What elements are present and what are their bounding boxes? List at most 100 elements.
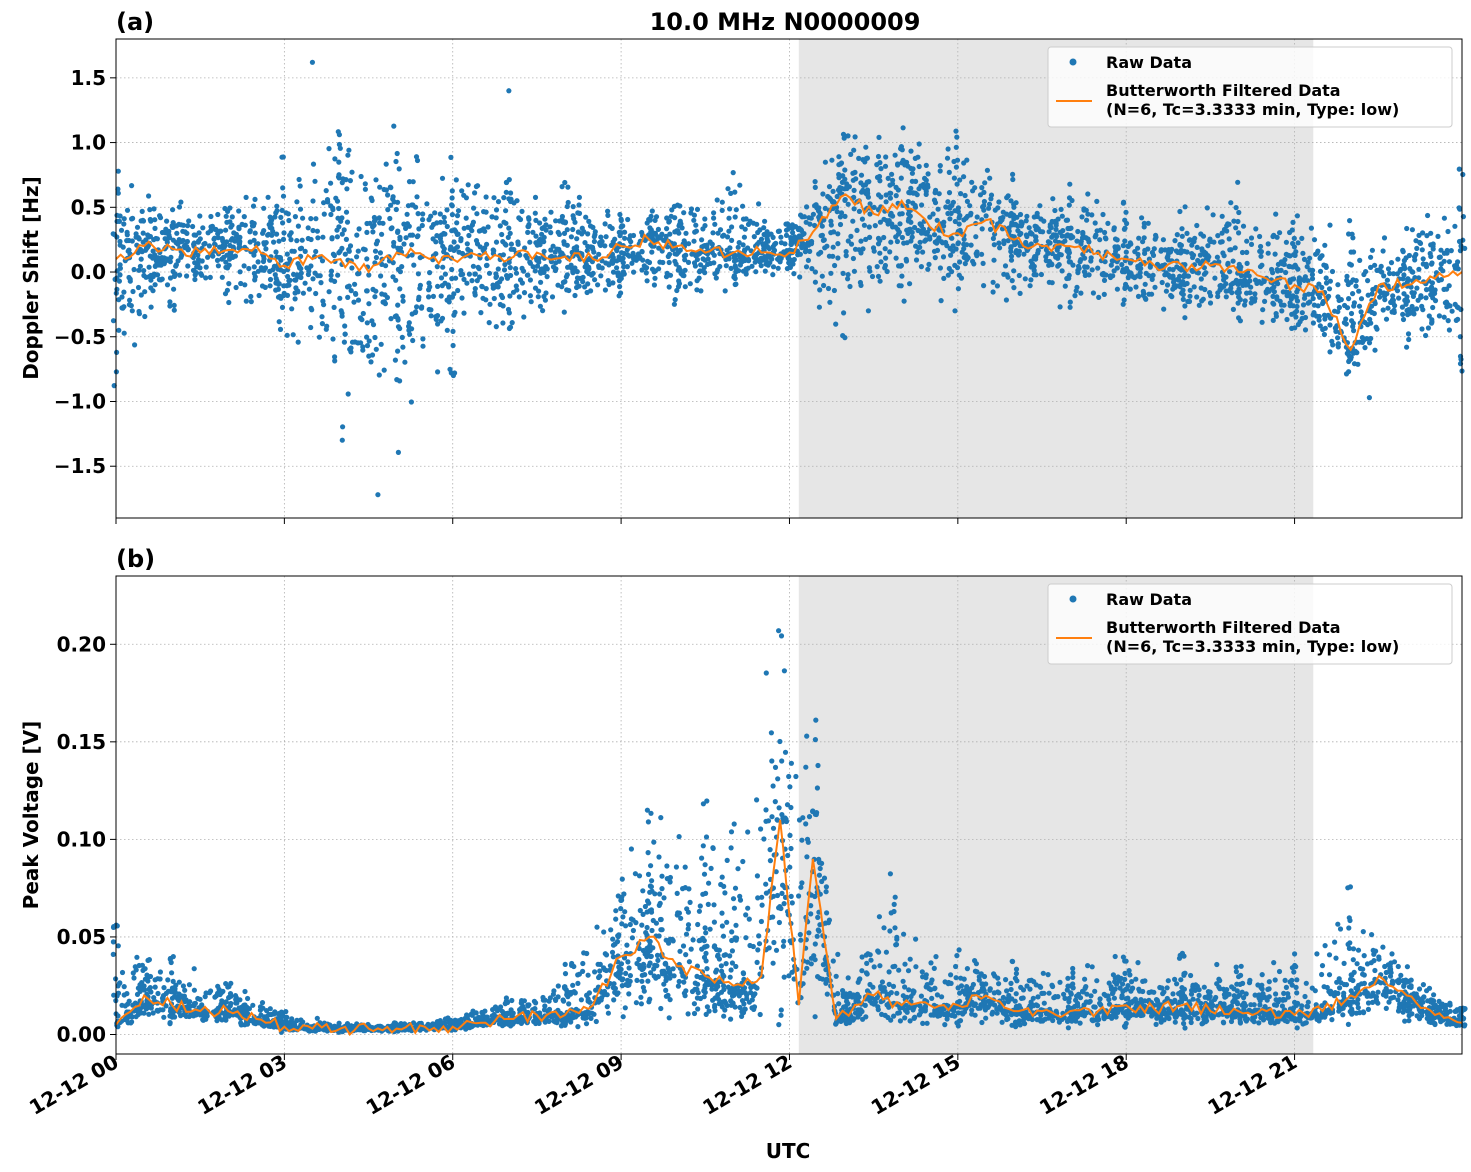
raw-data-point: [441, 230, 447, 237]
raw-data-point: [1371, 310, 1377, 317]
raw-data-point: [683, 252, 689, 258]
raw-data-point: [967, 203, 973, 209]
raw-data-point: [1300, 277, 1307, 283]
raw-data-point: [850, 170, 856, 176]
raw-data-point: [1141, 224, 1147, 230]
raw-data-point: [987, 175, 993, 181]
raw-data-point: [997, 245, 1003, 251]
raw-data-point: [931, 965, 937, 972]
raw-data-point: [1377, 288, 1383, 294]
raw-data-point: [788, 241, 795, 247]
raw-data-point: [756, 239, 762, 245]
raw-data-point: [1416, 986, 1423, 992]
raw-data-point: [354, 254, 360, 260]
raw-data-point: [905, 230, 911, 236]
raw-data-point: [675, 228, 681, 234]
raw-data-point: [1050, 196, 1056, 202]
raw-data-point: [1259, 319, 1265, 325]
raw-data-point: [826, 184, 833, 190]
raw-data-point: [261, 205, 267, 211]
raw-data-point: [1300, 302, 1307, 308]
raw-data-point: [842, 176, 848, 182]
raw-data-point: [893, 255, 899, 261]
raw-data-point: [1400, 311, 1406, 317]
raw-data-point: [910, 166, 916, 172]
raw-data-point: [752, 254, 759, 260]
raw-data-point: [1348, 354, 1354, 360]
raw-data-point: [701, 994, 707, 1000]
raw-data-point: [617, 284, 623, 290]
raw-data-point: [605, 1010, 612, 1016]
raw-data-point: [513, 283, 519, 289]
raw-data-point: [524, 255, 530, 261]
raw-data-point: [1432, 287, 1438, 293]
raw-data-point: [890, 177, 896, 183]
raw-data-point: [622, 235, 628, 241]
raw-data-point: [671, 301, 678, 307]
raw-data-point: [151, 995, 157, 1001]
raw-data-point: [507, 230, 513, 236]
raw-data-point: [883, 255, 889, 261]
raw-data-point: [737, 253, 743, 259]
raw-data-point: [1414, 306, 1420, 312]
raw-data-point: [915, 154, 921, 160]
raw-data-point: [305, 225, 311, 231]
raw-data-point: [884, 268, 890, 275]
raw-data-point: [1346, 358, 1352, 365]
raw-data-point: [694, 287, 700, 293]
raw-data-point: [279, 207, 285, 213]
raw-data-point: [695, 1006, 701, 1012]
raw-data-point: [1429, 319, 1435, 325]
raw-data-point: [1188, 1019, 1194, 1026]
raw-data-point: [761, 245, 767, 252]
raw-data-point: [219, 256, 225, 262]
raw-data-point: [288, 230, 294, 236]
raw-data-point: [1311, 237, 1318, 243]
raw-data-point: [1135, 293, 1142, 299]
raw-data-point: [845, 201, 851, 207]
raw-data-point: [198, 271, 204, 277]
raw-data-point: [210, 253, 216, 259]
raw-data-point: [1335, 309, 1341, 315]
raw-data-point: [864, 988, 871, 994]
raw-data-point: [926, 261, 932, 267]
raw-data-point: [277, 326, 284, 332]
raw-data-point: [991, 257, 997, 263]
raw-data-point: [660, 259, 666, 266]
raw-data-point: [1140, 239, 1146, 245]
raw-data-point: [1273, 313, 1279, 319]
raw-data-point: [713, 275, 719, 281]
raw-data-point: [1194, 244, 1200, 250]
raw-data-point: [1153, 1021, 1159, 1027]
raw-data-point: [913, 964, 919, 970]
raw-data-point: [842, 197, 848, 203]
raw-data-point: [1011, 216, 1017, 222]
raw-data-point: [434, 220, 440, 226]
raw-data-point: [1045, 972, 1051, 978]
raw-data-point: [1287, 263, 1293, 270]
raw-data-point: [652, 217, 658, 223]
raw-data-point: [661, 895, 667, 901]
raw-data-point: [310, 276, 316, 282]
raw-data-point: [1050, 1017, 1056, 1024]
raw-data-point: [942, 1022, 948, 1028]
raw-data-point: [576, 210, 583, 216]
raw-data-point: [1220, 273, 1227, 279]
raw-data-point: [707, 239, 713, 245]
raw-data-point: [1241, 277, 1248, 283]
raw-data-point: [441, 219, 448, 225]
raw-data-point: [295, 223, 301, 229]
raw-data-point: [639, 978, 645, 984]
raw-data-point: [1322, 943, 1328, 949]
raw-data-point: [121, 216, 127, 222]
raw-data-point: [1301, 295, 1308, 301]
raw-data-point: [957, 259, 963, 265]
raw-data-point: [952, 308, 958, 314]
raw-data-point: [1133, 284, 1139, 290]
raw-data-point: [1023, 232, 1029, 238]
raw-data-point: [559, 184, 565, 190]
raw-data-point: [761, 836, 767, 842]
raw-data-point: [842, 167, 848, 173]
raw-data-point: [907, 226, 913, 232]
raw-data-point: [994, 283, 1001, 289]
